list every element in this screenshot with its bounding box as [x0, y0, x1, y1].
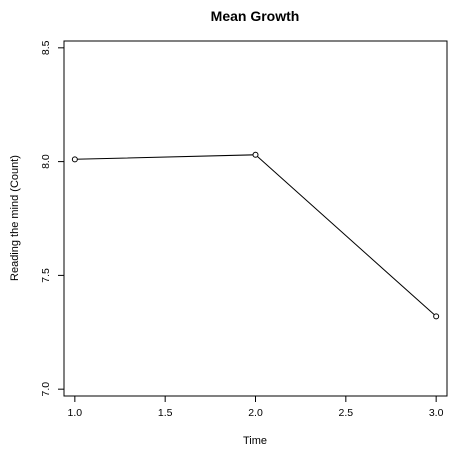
data-point — [71, 156, 78, 163]
x-tick-label: 3.0 — [429, 407, 444, 419]
chart-title: Mean Growth — [211, 8, 300, 24]
series-line — [74, 154, 437, 317]
x-axis: 1.0 1.5 2.0 2.5 3.0 — [68, 396, 444, 419]
y-axis-label: Reading the mind (Count) — [9, 155, 21, 281]
y-tick-label: 8.0 — [40, 154, 52, 169]
y-tick-label: 8.5 — [40, 40, 52, 55]
x-tick-label: 1.0 — [68, 407, 83, 419]
plot-frame — [63, 40, 448, 397]
y-tick-label: 7.0 — [40, 382, 52, 397]
x-tick-label: 2.5 — [339, 407, 354, 419]
data-point — [252, 151, 259, 158]
y-tick-label: 7.5 — [40, 268, 52, 283]
y-axis: 7.0 7.5 8.0 8.5 — [40, 40, 64, 396]
x-tick-label: 2.0 — [248, 407, 263, 419]
data-point — [433, 313, 440, 320]
x-axis-label: Time — [243, 435, 267, 447]
series-layer — [71, 151, 440, 320]
x-tick-label: 1.5 — [158, 407, 173, 419]
